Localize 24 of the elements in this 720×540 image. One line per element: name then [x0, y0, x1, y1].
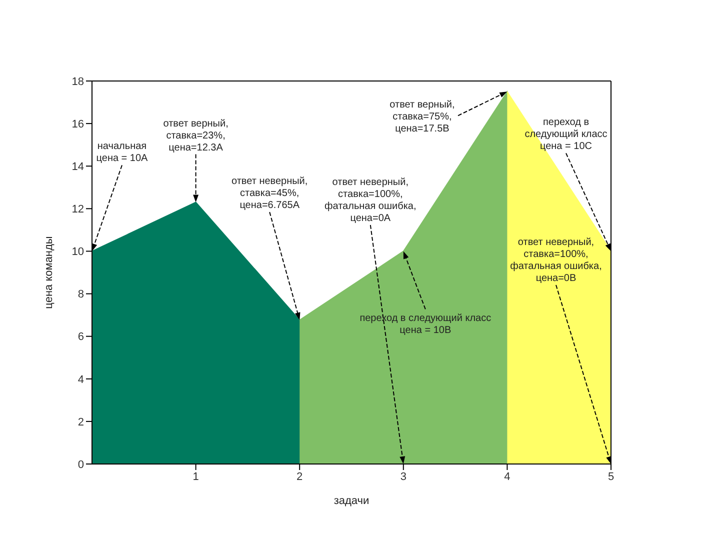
- y-tick-label: 10: [72, 246, 84, 258]
- x-axis-title: задачи: [334, 495, 370, 507]
- annotation: ответ верный, ставка=75%, цена=17.5B: [390, 100, 455, 135]
- annotation: ответ неверный, ставка=100%, фатальная ошибка, цена=0A: [324, 177, 416, 224]
- y-tick-label: 8: [78, 288, 84, 301]
- y-tick-label: 0: [78, 458, 84, 471]
- y-tick-label: 4: [78, 374, 84, 386]
- y-tick-label: 16: [72, 118, 84, 130]
- y-tick-label: 14: [72, 161, 84, 174]
- x-tick-label: 4: [504, 470, 510, 483]
- x-tick-label: 3: [400, 470, 406, 483]
- annotation: ответ неверный, ставка=100%, фатальная ошибка, цена=0B: [510, 237, 602, 284]
- y-tick-label: 18: [72, 76, 84, 88]
- annotation: начальная цена = 10A: [96, 141, 148, 164]
- annotation: ответ неверный, ставка=45%, цена=6.765A: [232, 176, 308, 212]
- annotation: ответ верный, ставка=23%, цена=12.3A: [163, 118, 228, 154]
- y-tick-label: 12: [72, 204, 84, 216]
- x-tick-label: 1: [192, 470, 199, 483]
- x-tick-label: 5: [608, 470, 614, 483]
- y-axis-title: цена команды: [42, 236, 55, 309]
- y-tick-label: 2: [78, 416, 84, 428]
- y-tick-label: 6: [78, 331, 84, 344]
- x-tick-label: 2: [296, 470, 303, 483]
- annotation: переход в следующий класс цена = 10B: [360, 313, 492, 336]
